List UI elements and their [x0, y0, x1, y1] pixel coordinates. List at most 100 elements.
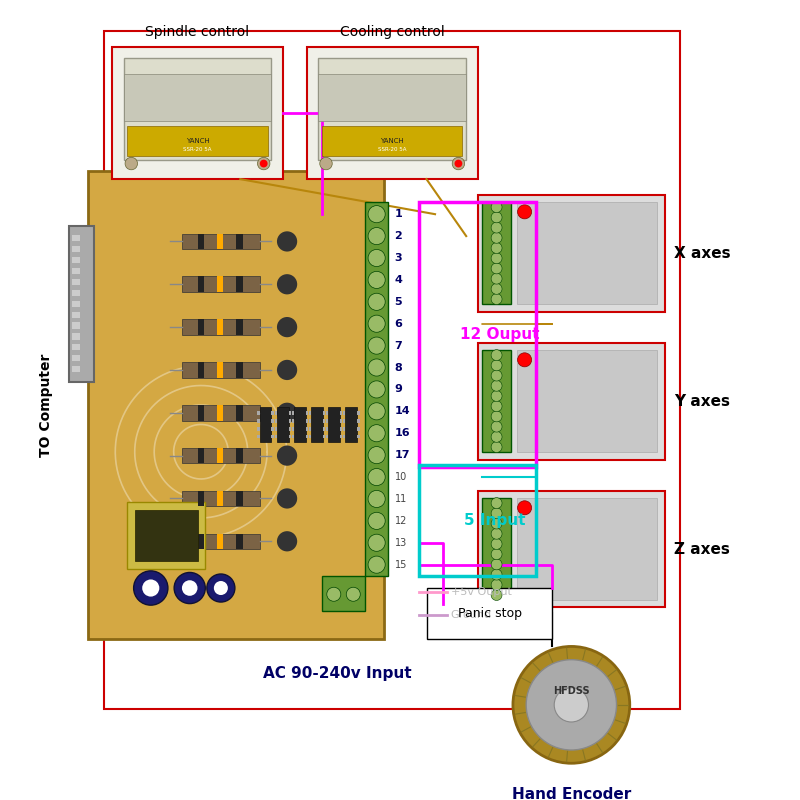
Bar [323, 411, 326, 415]
Bar [357, 419, 359, 423]
Circle shape [368, 402, 386, 420]
Text: 2: 2 [394, 231, 402, 241]
Circle shape [526, 660, 617, 750]
Circle shape [491, 360, 502, 371]
Circle shape [491, 350, 502, 361]
Circle shape [491, 263, 502, 274]
Circle shape [277, 446, 297, 466]
Bar [127, 502, 206, 569]
Circle shape [491, 508, 502, 518]
Circle shape [491, 569, 502, 580]
Bar [419, 202, 536, 467]
Circle shape [518, 353, 532, 367]
Circle shape [491, 232, 502, 243]
Text: 12: 12 [394, 516, 407, 526]
Circle shape [368, 206, 386, 222]
Text: 15: 15 [394, 560, 407, 570]
Circle shape [277, 231, 297, 251]
Text: 11: 11 [394, 494, 406, 504]
Circle shape [214, 581, 228, 595]
Bar [217, 234, 223, 250]
Bar [182, 362, 260, 378]
Circle shape [277, 402, 297, 423]
Circle shape [368, 556, 386, 574]
Bar [271, 411, 274, 415]
Bar [289, 419, 291, 423]
Text: 3: 3 [394, 253, 402, 263]
Text: X axes: X axes [674, 246, 730, 261]
Circle shape [491, 212, 502, 223]
Bar [357, 411, 359, 415]
Circle shape [368, 446, 386, 464]
Text: 14: 14 [394, 406, 410, 416]
Bar [306, 427, 308, 430]
Bar [478, 194, 665, 311]
Circle shape [491, 294, 502, 305]
Circle shape [368, 469, 386, 486]
Circle shape [368, 250, 386, 266]
Circle shape [368, 512, 386, 530]
Text: 5 Input: 5 Input [464, 514, 526, 528]
Bar [72, 366, 80, 372]
Bar [478, 490, 665, 607]
Circle shape [277, 488, 297, 509]
Bar [72, 246, 80, 252]
Bar [72, 290, 80, 296]
Circle shape [491, 498, 502, 509]
Circle shape [142, 579, 159, 597]
Bar [217, 448, 223, 463]
Bar [419, 466, 536, 576]
Bar [328, 407, 340, 442]
Bar [271, 434, 274, 438]
Bar [237, 534, 242, 549]
Bar [258, 427, 260, 430]
Circle shape [368, 359, 386, 376]
Bar [198, 234, 204, 250]
Text: 9: 9 [394, 385, 402, 394]
Bar [258, 434, 260, 438]
Circle shape [491, 401, 502, 412]
Circle shape [491, 528, 502, 539]
Circle shape [491, 253, 502, 264]
Circle shape [368, 294, 386, 310]
Circle shape [346, 587, 360, 602]
Bar [277, 407, 289, 442]
Bar [340, 434, 342, 438]
Circle shape [491, 273, 502, 284]
Bar [326, 427, 328, 430]
Bar [274, 411, 277, 415]
Circle shape [491, 518, 502, 529]
Circle shape [491, 370, 502, 381]
Circle shape [491, 442, 502, 453]
Bar [182, 405, 260, 421]
Bar [306, 434, 308, 438]
Bar [322, 126, 462, 156]
Bar [482, 498, 511, 600]
Circle shape [368, 534, 386, 551]
Circle shape [491, 390, 502, 402]
Circle shape [513, 646, 630, 763]
Bar [323, 427, 326, 430]
Circle shape [368, 227, 386, 245]
Bar [340, 411, 342, 415]
Bar [357, 427, 359, 430]
Bar [69, 226, 94, 382]
Bar [112, 46, 283, 179]
Circle shape [260, 160, 267, 167]
Bar [72, 279, 80, 285]
Bar [343, 434, 346, 438]
Text: Hand Encoder: Hand Encoder [512, 786, 631, 800]
Bar [237, 448, 242, 463]
Bar [326, 411, 328, 415]
Bar [478, 342, 665, 459]
Bar [217, 362, 223, 378]
Circle shape [491, 202, 502, 213]
Circle shape [491, 538, 502, 550]
Bar [294, 407, 306, 442]
Circle shape [491, 431, 502, 442]
Circle shape [368, 337, 386, 354]
Text: Panic stop: Panic stop [458, 607, 522, 620]
Bar [237, 362, 242, 378]
Text: 17: 17 [394, 450, 410, 460]
Circle shape [554, 688, 589, 722]
